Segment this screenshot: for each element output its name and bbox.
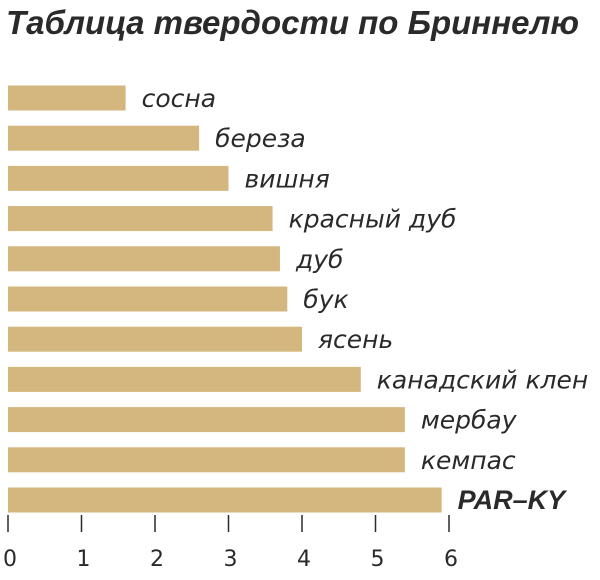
x-tick-label: 6: [444, 547, 458, 572]
x-tick-label: 3: [224, 547, 238, 572]
bar-label: PAR–KY: [458, 485, 569, 515]
x-axis: 0 1 2 3 4 5 6: [3, 515, 458, 572]
bar-label: вишня: [245, 164, 330, 193]
x-tick-label: 1: [77, 547, 91, 572]
bar-label: ясень: [318, 325, 393, 354]
bar: [8, 206, 273, 232]
bar-label: красный дуб: [289, 205, 457, 234]
bar-label: дуб: [295, 245, 344, 274]
bar: [8, 125, 200, 151]
bar: [8, 85, 126, 111]
bar: [8, 366, 361, 392]
bar-label: кемпас: [421, 446, 516, 475]
bar: [8, 286, 288, 312]
x-tick-label: 4: [297, 547, 311, 572]
bar-label: канадский клен: [377, 365, 588, 394]
chart-title: Таблица твердости по Бриннелю: [6, 4, 579, 41]
bar: [8, 165, 229, 191]
x-tick-label: 0: [3, 547, 17, 572]
bar-label: сосна: [142, 84, 216, 113]
bar-label: береза: [215, 124, 306, 153]
bar: [8, 246, 280, 272]
bar: [8, 447, 405, 473]
x-tick-label: 2: [150, 547, 164, 572]
bars-group: сосна береза вишня красный дуб дуб бук ясень ка…: [8, 84, 588, 515]
bar-label: мербау: [421, 406, 518, 435]
bar: [8, 407, 405, 433]
bar: [8, 487, 442, 513]
x-tick-label: 5: [371, 547, 385, 572]
bar: [8, 326, 302, 352]
bar-label: бук: [303, 285, 348, 314]
